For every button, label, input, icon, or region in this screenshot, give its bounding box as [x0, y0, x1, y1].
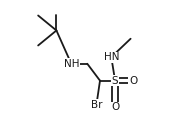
- Text: NH: NH: [63, 59, 79, 69]
- Text: S: S: [112, 76, 118, 86]
- Text: O: O: [111, 102, 119, 112]
- Text: HN: HN: [104, 52, 119, 62]
- Text: O: O: [129, 76, 137, 86]
- Text: Br: Br: [91, 100, 102, 110]
